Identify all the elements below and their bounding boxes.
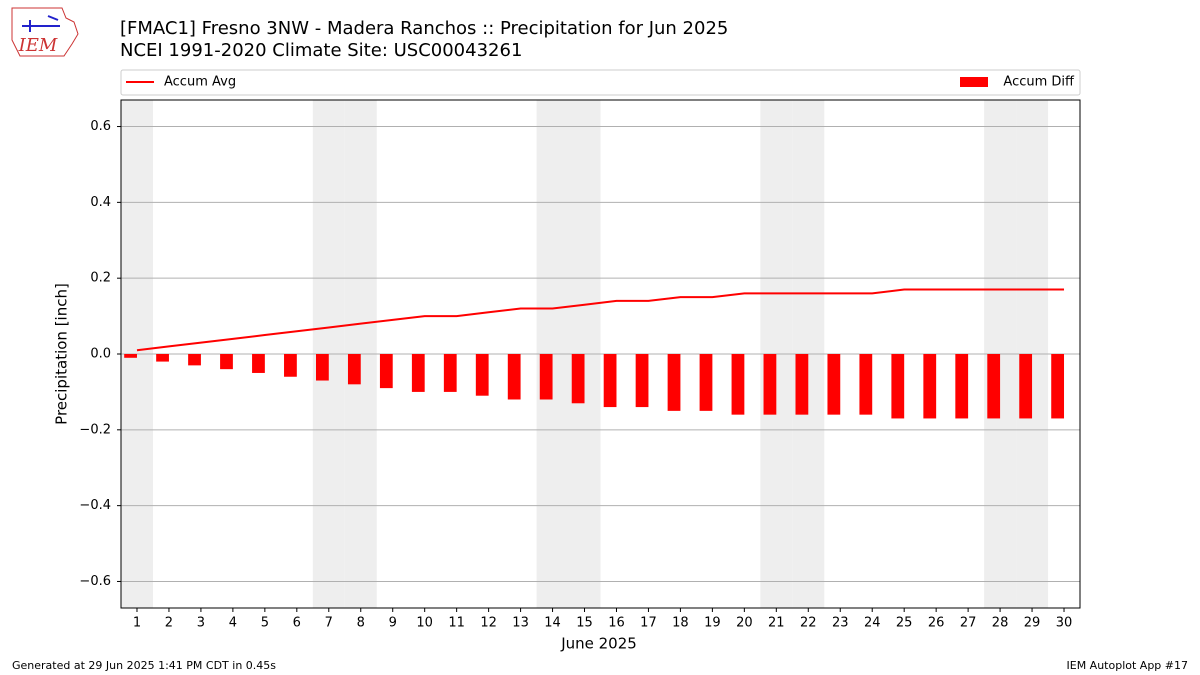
line xyxy=(136,288,1065,352)
x-tick-label: 30 xyxy=(1056,616,1073,631)
x-tick-label: 20 xyxy=(736,616,753,631)
chart-title: [FMAC1] Fresno 3NW - Madera Ranchos :: P… xyxy=(120,18,728,39)
bar xyxy=(220,354,233,370)
bar xyxy=(763,354,777,415)
x-tick-label: 11 xyxy=(448,616,465,631)
x-tick-label: 4 xyxy=(229,616,237,631)
x-tick-label: 8 xyxy=(357,616,365,631)
x-tick-label: 19 xyxy=(704,616,721,631)
x-tick-label: 24 xyxy=(864,616,881,631)
logo: IEM xyxy=(11,7,79,57)
y-tick-label: 0.4 xyxy=(90,195,111,210)
footer-left: Generated at 29 Jun 2025 1:41 PM CDT in … xyxy=(12,659,276,672)
y-tick-label: 0.0 xyxy=(90,347,111,362)
x-tick-label: 27 xyxy=(960,616,977,631)
bar xyxy=(571,354,585,404)
y-tick-label: −0.4 xyxy=(79,498,111,513)
bar xyxy=(667,354,681,411)
bar xyxy=(315,354,329,381)
bar xyxy=(987,354,1001,419)
bar xyxy=(1051,354,1065,419)
x-axis-label: June 2025 xyxy=(560,635,637,653)
x-tick-label: 10 xyxy=(416,616,433,631)
y-tick-label: −0.2 xyxy=(79,422,111,437)
x-tick-label: 9 xyxy=(389,616,397,631)
y-tick-label: 0.2 xyxy=(90,271,111,286)
logo-outline xyxy=(11,7,79,57)
bar xyxy=(188,354,201,366)
x-tick-label: 17 xyxy=(640,616,657,631)
x-tick-label: 5 xyxy=(261,616,269,631)
legend-label: Accum Avg xyxy=(164,75,236,90)
bar xyxy=(891,354,905,419)
bar xyxy=(284,354,297,377)
bar xyxy=(347,354,361,385)
footer-right: IEM Autoplot App #17 xyxy=(1067,659,1189,672)
x-tick-label: 22 xyxy=(800,616,817,631)
bar xyxy=(699,354,713,411)
logo-icon xyxy=(22,15,60,32)
bar xyxy=(252,354,265,373)
bar xyxy=(539,354,553,400)
x-tick-label: 7 xyxy=(325,616,333,631)
bar xyxy=(635,354,649,408)
bar xyxy=(603,354,617,408)
bar xyxy=(795,354,809,415)
x-tick-label: 2 xyxy=(165,616,173,631)
bar xyxy=(379,354,393,389)
logo-text: IEM xyxy=(18,35,58,56)
bar xyxy=(859,354,873,415)
bar xyxy=(475,354,489,396)
x-tick-label: 14 xyxy=(544,616,561,631)
bar xyxy=(923,354,937,419)
bar xyxy=(124,354,137,358)
x-tick-label: 1 xyxy=(133,616,141,631)
x-tick-label: 12 xyxy=(480,616,497,631)
chart-subtitle: NCEI 1991-2020 Climate Site: USC00043261 xyxy=(120,40,522,61)
x-tick-label: 29 xyxy=(1024,616,1041,631)
x-tick-label: 23 xyxy=(832,616,849,631)
bar xyxy=(731,354,745,415)
x-tick-label: 15 xyxy=(576,616,593,631)
x-tick-label: 25 xyxy=(896,616,913,631)
x-tick-label: 16 xyxy=(608,616,625,631)
x-tick-label: 26 xyxy=(928,616,945,631)
x-tick-label: 13 xyxy=(512,616,529,631)
bar xyxy=(443,354,457,392)
legend-box xyxy=(120,69,1081,96)
x-tick-label: 3 xyxy=(197,616,205,631)
x-tick-label: 21 xyxy=(768,616,785,631)
legend-label: Accum Diff xyxy=(1003,75,1075,90)
bar xyxy=(1019,354,1033,419)
x-tick-label: 28 xyxy=(992,616,1009,631)
legend-swatch xyxy=(960,77,988,87)
plot-frame xyxy=(120,99,1081,609)
bar xyxy=(955,354,969,419)
bar xyxy=(156,354,169,362)
y-tick-label: 0.6 xyxy=(90,119,111,134)
y-axis-label: Precipitation [inch] xyxy=(53,283,71,425)
x-tick-label: 6 xyxy=(293,616,301,631)
x-tick-label: 18 xyxy=(672,616,689,631)
y-tick-label: −0.6 xyxy=(79,574,111,589)
bar xyxy=(827,354,841,415)
bar xyxy=(507,354,521,400)
bar xyxy=(411,354,425,392)
